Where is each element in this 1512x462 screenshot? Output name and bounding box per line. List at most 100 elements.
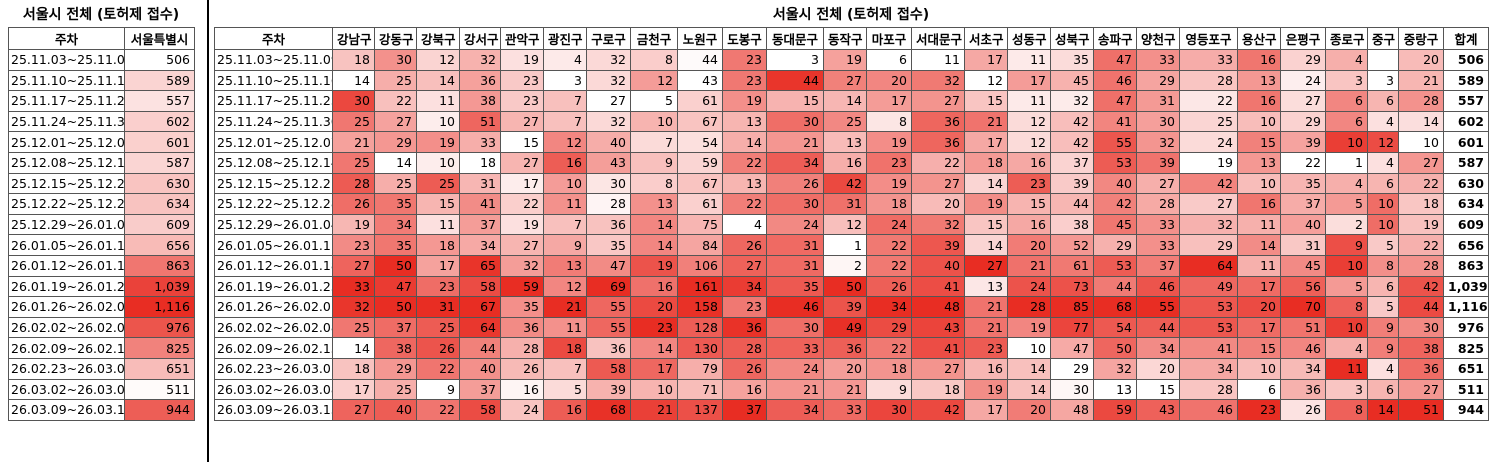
value-cell: 10 xyxy=(543,172,587,195)
value-cell: 19 xyxy=(500,213,544,236)
value-cell: 27 xyxy=(586,90,631,112)
value-cell: 32 xyxy=(911,69,965,92)
value-cell: 27 xyxy=(500,110,544,133)
week-cell: 25.12.01~25.12.07 xyxy=(8,131,125,153)
value-cell: 58 xyxy=(586,357,631,380)
header-cell: 은평구 xyxy=(1280,27,1326,50)
row: 25.11.17~25.11.23 557 xyxy=(8,90,195,112)
value-cell: 602 xyxy=(124,110,195,133)
value-cell: 5 xyxy=(630,90,678,112)
value-cell: 22 xyxy=(1398,234,1444,256)
value-cell: 34 xyxy=(459,234,501,256)
value-cell: 26 xyxy=(1280,399,1326,421)
row: 25.12.08~25.12.14 25 14 10 18 27 16 43 9 59 22 34 16… xyxy=(214,151,1489,174)
value-cell: 36 xyxy=(823,337,867,359)
value-cell: 51 xyxy=(459,110,501,133)
value-cell: 630 xyxy=(1443,172,1489,195)
value-cell: 30 xyxy=(766,316,824,339)
value-cell: 16 xyxy=(722,378,767,401)
value-cell: 59 xyxy=(500,275,544,298)
week-cell: 25.12.29~26.01.04 xyxy=(8,213,125,236)
week-cell: 25.11.24~25.11.30 xyxy=(8,110,125,133)
tbody: 25.11.03~25.11.09 506 25.11.10~25.11.16 589… xyxy=(8,49,195,421)
value-cell: 47 xyxy=(1093,49,1137,71)
value-cell: 14 xyxy=(1367,399,1399,421)
value-cell: 17 xyxy=(964,131,1008,153)
header-cell: 주차 xyxy=(214,27,333,50)
value-cell: 11 xyxy=(1325,357,1368,380)
value-cell: 16 xyxy=(1007,213,1051,236)
value-cell: 557 xyxy=(124,90,195,112)
value-cell: 10 xyxy=(630,378,678,401)
value-cell: 25 xyxy=(823,110,867,133)
value-cell: 68 xyxy=(586,399,631,421)
header-cell: 성동구 xyxy=(1007,27,1051,50)
value-cell: 5 xyxy=(543,378,587,401)
value-cell: 32 xyxy=(1093,357,1137,380)
value-cell: 634 xyxy=(124,193,195,215)
value-cell: 14 xyxy=(1398,110,1444,133)
value-cell: 35 xyxy=(374,234,417,256)
value-cell: 27 xyxy=(911,172,965,195)
value-cell: 8 xyxy=(1367,254,1399,277)
value-cell: 15 xyxy=(1007,193,1051,215)
header-cell: 서울특별시 xyxy=(124,27,195,50)
value-cell: 825 xyxy=(124,337,195,359)
header-cell: 동대문구 xyxy=(766,27,824,50)
row: 26.03.09~26.03.15 27 40 22 58 24 16 68 21 137 37 34… xyxy=(214,399,1489,421)
row: 25.12.22~25.12.28 634 xyxy=(8,193,195,215)
value-cell: 22 xyxy=(1179,90,1238,112)
value-cell: 36 xyxy=(911,110,965,133)
value-cell: 13 xyxy=(964,275,1008,298)
value-cell: 12 xyxy=(1367,131,1399,153)
value-cell: 27 xyxy=(911,90,965,112)
value-cell: 5 xyxy=(1325,275,1368,298)
value-cell: 29 xyxy=(1136,69,1180,92)
week-cell: 25.12.22~25.12.28 xyxy=(214,193,333,215)
value-cell: 35 xyxy=(1280,172,1326,195)
value-cell: 6 xyxy=(1325,90,1368,112)
value-cell: 26 xyxy=(722,357,767,380)
value-cell: 34 xyxy=(374,213,417,236)
value-cell: 12 xyxy=(416,49,460,71)
value-cell: 30 xyxy=(866,399,912,421)
header-cell: 노원구 xyxy=(677,27,723,50)
value-cell: 9 xyxy=(1367,337,1399,359)
week-cell: 25.12.08~25.12.14 xyxy=(214,151,333,174)
value-cell: 33 xyxy=(823,399,867,421)
value-cell: 42 xyxy=(1398,275,1444,298)
value-cell: 67 xyxy=(677,110,723,133)
value-cell: 49 xyxy=(823,316,867,339)
row: 25.11.24~25.11.30 25 27 10 51 27 7 32 10 67 13 30 25… xyxy=(214,110,1489,133)
value-cell: 5 xyxy=(1367,296,1399,318)
value-cell: 12 xyxy=(823,213,867,236)
value-cell: 27 xyxy=(332,399,375,421)
value-cell: 825 xyxy=(1443,337,1489,359)
value-cell: 19 xyxy=(964,193,1008,215)
row: 25.12.22~25.12.28 26 35 15 41 22 11 28 13 61 22 30 3… xyxy=(214,193,1489,215)
header-cell: 강북구 xyxy=(416,27,460,50)
row: 26.01.05~26.01.11 656 xyxy=(8,234,195,256)
value-cell: 36 xyxy=(722,316,767,339)
value-cell: 19 xyxy=(823,49,867,71)
value-cell: 634 xyxy=(1443,193,1489,215)
value-cell: 12 xyxy=(543,131,587,153)
value-cell: 23 xyxy=(416,275,460,298)
value-cell: 27 xyxy=(1136,172,1180,195)
value-cell: 13 xyxy=(1093,378,1137,401)
value-cell: 22 xyxy=(866,337,912,359)
value-cell: 651 xyxy=(124,357,195,380)
value-cell: 20 xyxy=(911,193,965,215)
value-cell: 27 xyxy=(374,110,417,133)
value-cell: 39 xyxy=(586,378,631,401)
value-cell: 35 xyxy=(500,296,544,318)
value-cell: 13 xyxy=(823,131,867,153)
value-cell: 14 xyxy=(722,131,767,153)
value-cell: 33 xyxy=(459,131,501,153)
value-cell: 29 xyxy=(374,131,417,153)
value-cell: 23 xyxy=(722,69,767,92)
value-cell: 19 xyxy=(1179,151,1238,174)
value-cell: 18 xyxy=(911,378,965,401)
value-cell: 54 xyxy=(677,131,723,153)
week-cell: 25.11.03~25.11.09 xyxy=(8,49,125,71)
